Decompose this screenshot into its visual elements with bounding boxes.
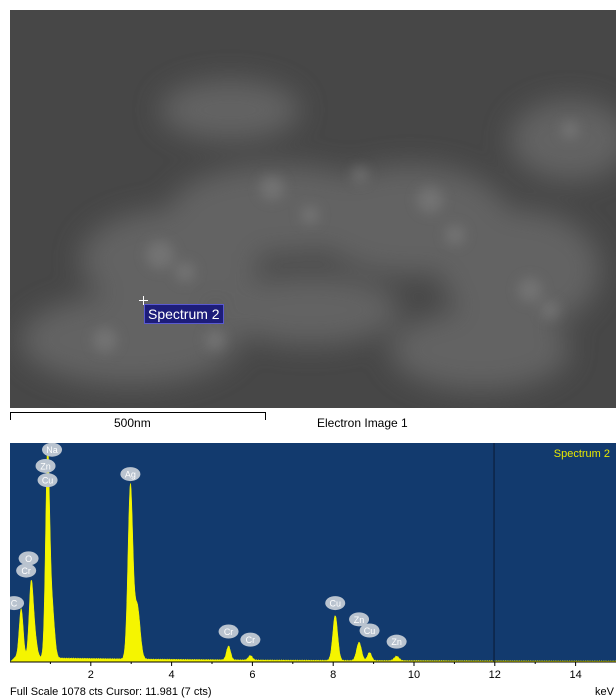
plot-background xyxy=(10,443,616,662)
peak-label-zn: Zn xyxy=(349,612,370,627)
peak-label-text: Cu xyxy=(329,599,341,609)
electron-image: Spectrum 2 xyxy=(10,10,616,408)
peak-label-badge xyxy=(386,634,407,649)
peak-label-o: O xyxy=(18,551,39,566)
peak-label-badge xyxy=(10,596,25,611)
peak-label-text: Cr xyxy=(246,635,256,645)
peak-label-cu: Cu xyxy=(359,623,380,638)
peak-label-text: Zn xyxy=(391,637,402,647)
peak-label-text: Zn xyxy=(40,461,51,471)
peak-label-badge xyxy=(359,623,380,638)
scale-bar xyxy=(10,412,266,420)
peak-label-badge xyxy=(18,551,39,566)
spectrum-marker-crosshair xyxy=(139,296,148,305)
x-axis-ticks: 2 4 6 8 10 12 14 xyxy=(49,662,582,681)
peak-label-badge xyxy=(218,624,239,639)
chart-title: Spectrum 2 xyxy=(554,448,610,460)
spectrum-marker-label[interactable]: Spectrum 2 xyxy=(144,304,224,324)
x-tick-label: 2 xyxy=(88,669,94,681)
peak-label-na: Na xyxy=(42,443,63,457)
peak-label-zn: Zn xyxy=(386,634,407,649)
peak-label-text: Ag xyxy=(125,470,136,480)
peak-label-cu: Cu xyxy=(325,596,346,611)
peak-label-zn: Zn xyxy=(35,458,56,473)
peak-label-badge xyxy=(42,443,63,457)
peak-label-cr: Cr xyxy=(240,632,261,647)
status-line: Full Scale 1078 cts Cursor: 11.981 (7 ct… xyxy=(10,686,212,698)
peak-label-text: Na xyxy=(46,445,58,455)
peak-label-badge xyxy=(16,563,37,578)
sem-texture xyxy=(10,10,616,408)
spectrum-series xyxy=(10,444,616,663)
peak-label-badge xyxy=(325,596,346,611)
peak-label-badge xyxy=(120,467,141,482)
x-tick-label: 8 xyxy=(330,669,336,681)
peak-label-text: Zn xyxy=(354,615,365,625)
x-tick-label: 6 xyxy=(249,669,255,681)
peak-label-badge xyxy=(349,612,370,627)
spectrum-area xyxy=(10,444,616,663)
x-tick-label: 14 xyxy=(569,669,581,681)
x-tick-label: 10 xyxy=(408,669,420,681)
electron-image-title: Electron Image 1 xyxy=(317,416,408,430)
scale-bar-text: 500nm xyxy=(114,416,151,430)
peak-label-cu: Cu xyxy=(37,473,58,488)
peak-label-text: O xyxy=(25,554,32,564)
peak-label-badge xyxy=(240,632,261,647)
image-footer: 500nm Electron Image 1 xyxy=(10,408,616,430)
peak-label-c: C xyxy=(10,596,25,611)
peak-label-text: Cu xyxy=(364,626,376,636)
peak-label-badge xyxy=(37,473,58,488)
peak-label-badge xyxy=(35,458,56,473)
peak-label-text: Cu xyxy=(42,476,54,486)
peak-label-text: Cr xyxy=(224,627,234,637)
x-axis-label: keV xyxy=(595,686,615,698)
x-tick-label: 4 xyxy=(169,669,175,681)
peak-label-text: Cr xyxy=(21,566,31,576)
x-tick-label: 12 xyxy=(489,669,501,681)
peak-label-cr: Cr xyxy=(16,563,37,578)
peak-label-cr: Cr xyxy=(218,624,239,639)
peak-label-text: C xyxy=(11,599,18,609)
peak-label-ag: Ag xyxy=(120,467,141,482)
